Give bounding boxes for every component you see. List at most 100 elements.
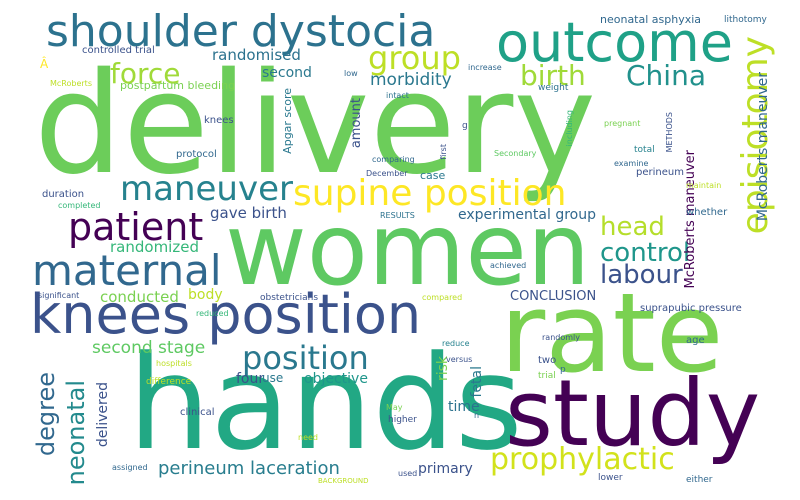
word-duration: duration — [42, 189, 85, 200]
word-randomised: randomised — [212, 46, 301, 64]
word-pregnant: pregnant — [604, 119, 641, 128]
word-hospitals: hospitals — [156, 359, 192, 368]
word-case: case — [420, 169, 446, 182]
word-mcroberts-maneuver-2: McRoberts maneuver — [683, 150, 698, 289]
word-perineum: perineum — [636, 167, 684, 178]
word-reduced: reduced — [196, 309, 229, 318]
word-maternal: maternal — [32, 246, 222, 295]
word-completed: completed — [58, 201, 101, 210]
word-randomized: randomized — [110, 238, 199, 256]
word-mcroberts-maneuver: McRoberts maneuver — [755, 72, 771, 222]
word-body: body — [188, 287, 223, 303]
word-used: used — [398, 469, 418, 478]
word-a-hat: Â — [40, 57, 49, 71]
word-two: two — [538, 355, 557, 366]
word-prophylactic: prophylactic — [490, 442, 675, 477]
word-experimental-group: experimental group — [458, 207, 596, 223]
word-increase: increase — [468, 63, 502, 72]
word-total: total — [634, 145, 655, 155]
word-second-stage: second stage — [92, 338, 206, 358]
word-g: g — [462, 121, 468, 131]
word-hands: hands — [128, 327, 523, 479]
word-women: women — [225, 191, 591, 308]
word-supine-position: supine position — [293, 173, 567, 214]
word-protocol: protocol — [176, 149, 217, 160]
word-trial: trial — [538, 371, 556, 381]
word-n: n — [474, 411, 480, 420]
word-control: control — [600, 238, 691, 268]
word-objective: objective — [304, 371, 368, 387]
word-results: RESULTS — [380, 211, 415, 220]
word-examine: examine — [614, 159, 649, 168]
word-fetal: fetal — [469, 366, 485, 398]
word-gave-birth: gave birth — [210, 204, 287, 222]
word-outcome: outcome — [496, 11, 733, 74]
word-maintain: maintain — [686, 181, 722, 190]
word-patient: patient — [68, 205, 204, 249]
word-head: head — [600, 212, 665, 242]
word-lithotomy: lithotomy — [724, 15, 767, 25]
word-background: BACKGROUND — [318, 477, 369, 485]
word-low: low — [344, 69, 358, 78]
word-group: group — [368, 39, 461, 77]
word-clinical: clinical — [180, 407, 215, 418]
word-higher: higher — [388, 415, 417, 425]
word-randomly: randomly — [542, 333, 580, 342]
word-reduce: reduce — [442, 339, 470, 348]
word-conducted: conducted — [100, 288, 179, 306]
word-delivery: delivery — [34, 43, 597, 206]
word-time: time — [448, 399, 480, 415]
word-perineum-laceration: perineum laceration — [158, 458, 340, 479]
word-comparing: comparing — [372, 155, 415, 164]
word-compared: compared — [422, 293, 463, 302]
word-postpartum-bleeding: postpartum bleeding — [120, 79, 236, 92]
word-p: p — [560, 365, 566, 375]
word-obstetricians: obstetricians — [260, 293, 319, 303]
word-shoulder-dystocia: shoulder dystocia — [46, 6, 436, 57]
word-force: force — [110, 57, 181, 90]
word-suprapubic-pressure: suprapubic pressure — [640, 303, 742, 314]
word-secondary: Secondary — [494, 149, 537, 158]
word-position: position — [242, 339, 369, 377]
word-including: including — [565, 110, 574, 147]
word-rate: rate — [500, 269, 724, 397]
word-four: four — [236, 371, 265, 387]
word-knees: knees — [204, 115, 234, 126]
word-second: second — [262, 65, 312, 81]
word-degree: degree — [32, 372, 60, 457]
word-controlled-trial: controlled trial — [82, 45, 155, 56]
word-need: need — [298, 433, 318, 442]
word-may: May — [386, 403, 403, 412]
word-whether: whether — [686, 207, 728, 218]
word-intact: intact — [386, 91, 409, 100]
word-apgar-score: Apgar score — [281, 88, 294, 154]
word-use: use — [262, 371, 284, 385]
word-achieved: achieved — [490, 261, 527, 270]
word-morbidity: morbidity — [370, 70, 452, 90]
word-december: December — [366, 169, 408, 178]
word-versus: versus — [446, 355, 473, 364]
word-amount: amount — [349, 98, 364, 149]
word-knees-position: knees position — [30, 283, 422, 346]
word-conclusion: CONCLUSION — [510, 289, 597, 304]
word-maneuver: maneuver — [120, 169, 293, 209]
word-neonatal: neonatal — [62, 380, 90, 486]
word-assigned: assigned — [112, 463, 148, 472]
word-china: China — [626, 59, 706, 92]
word-labour: labour — [600, 260, 683, 290]
word-delivered: delivered — [95, 382, 111, 448]
word-birth: birth — [520, 59, 586, 92]
word-first: first — [439, 144, 448, 160]
word-difference: difference — [146, 377, 192, 387]
word-mcroberts: McRoberts — [50, 79, 92, 88]
word-study: study — [505, 360, 761, 467]
word-weight: weight — [538, 83, 569, 93]
word-lower: lower — [598, 473, 623, 483]
word-age: age — [686, 335, 705, 346]
word-neonatal-asphyxia: neonatal asphyxia — [600, 13, 702, 26]
word-methods: METHODS — [665, 112, 674, 153]
word-primary: primary — [418, 461, 473, 477]
word-significant: significant — [38, 291, 80, 300]
word-either: either — [686, 475, 713, 485]
